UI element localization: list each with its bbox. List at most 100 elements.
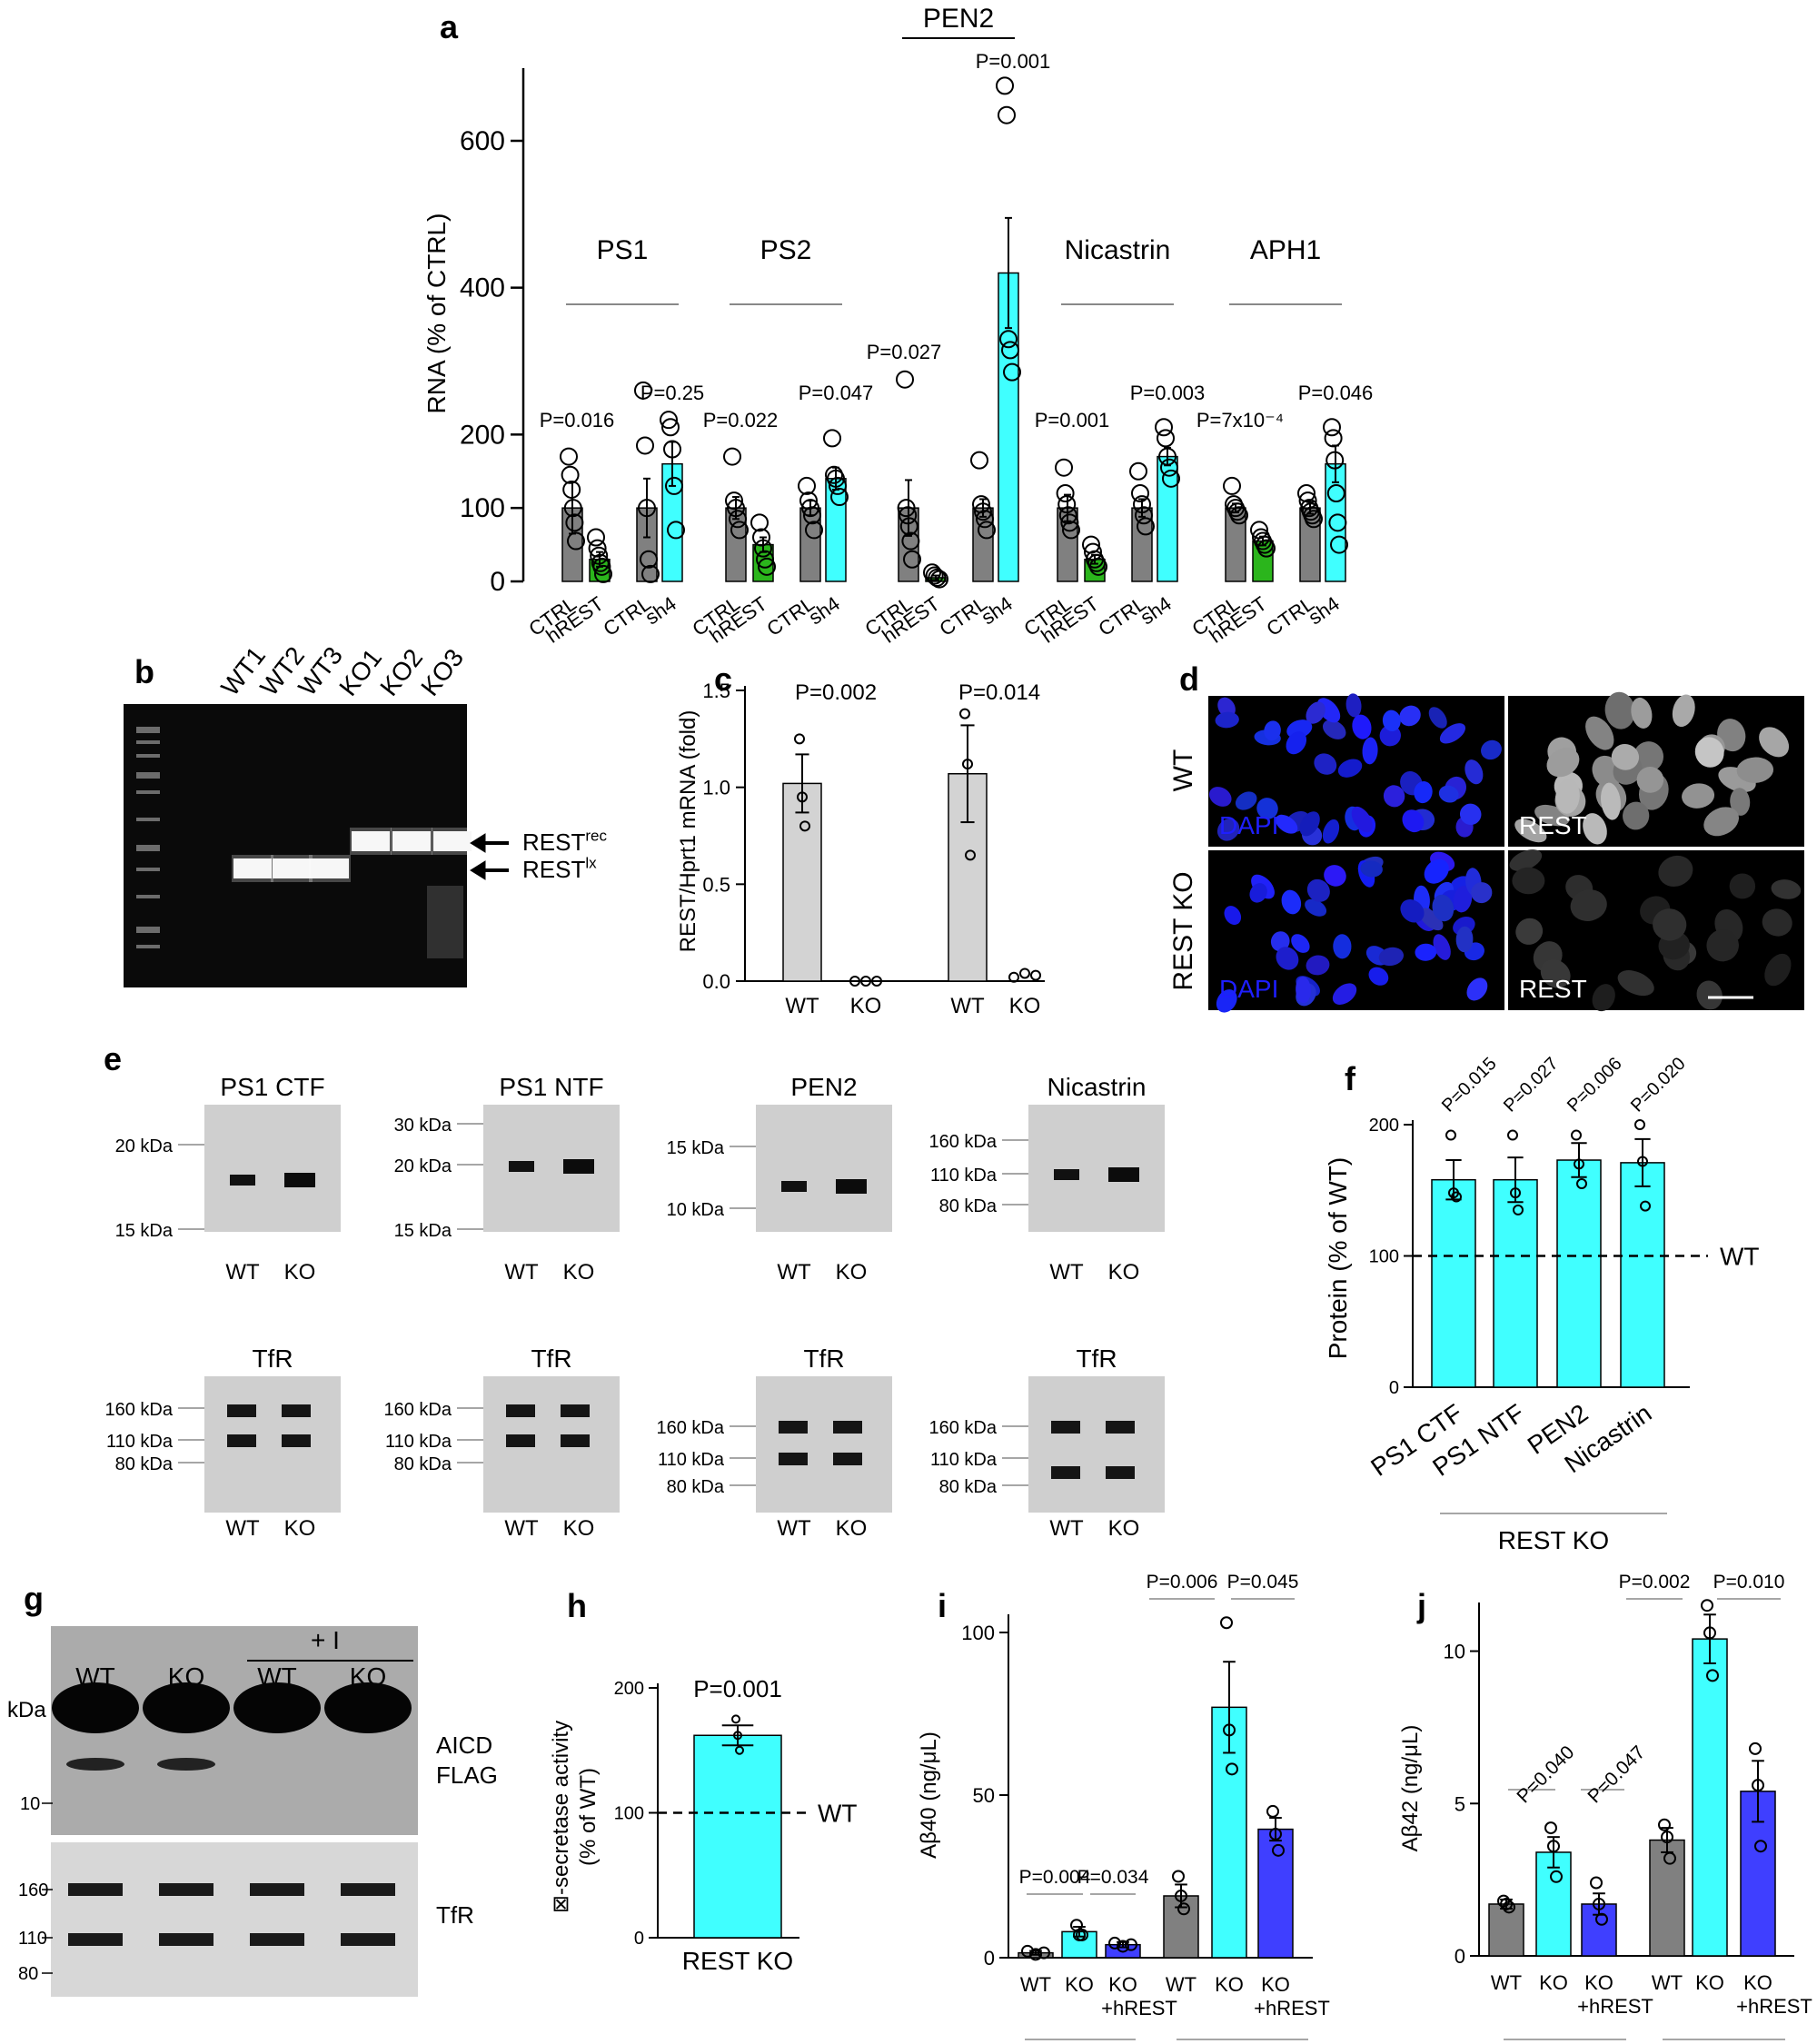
nucleus <box>1249 883 1267 903</box>
gel-band-glow <box>391 828 432 855</box>
data-point <box>663 440 681 459</box>
nucleus <box>1275 814 1298 834</box>
gel-lane-label: WT1 <box>215 641 271 701</box>
y-tick-label: 1.0 <box>702 777 730 799</box>
data-point <box>829 476 847 495</box>
nucleus <box>1432 894 1455 922</box>
p-value: P=0.034 <box>1077 1867 1149 1888</box>
p-value: P=0.047 <box>799 382 874 404</box>
ladder-band <box>136 790 160 794</box>
data-bar <box>1493 1178 1538 1388</box>
lane-label: KO <box>836 1516 868 1541</box>
gel-band <box>352 831 390 851</box>
blot-title: TfR <box>531 1344 571 1373</box>
data-point <box>1175 1889 1187 1902</box>
gel-band-glow <box>271 855 313 882</box>
data-point <box>1752 1779 1764 1792</box>
nucleus <box>1215 711 1239 729</box>
treatment-label: + I <box>311 1626 340 1654</box>
panel-label-h: h <box>567 1587 587 1624</box>
panel-label-a: a <box>440 8 459 45</box>
channel-label: REST <box>1519 975 1587 1003</box>
data-point <box>897 499 916 518</box>
panel-label-d: d <box>1179 660 1199 698</box>
blot-band <box>324 1682 412 1733</box>
kda-marker: 15 kDa <box>667 1138 725 1158</box>
kda-marker: 160 kDa <box>929 1418 998 1438</box>
y-tick-label: 400 <box>460 273 505 303</box>
cell <box>1703 807 1740 837</box>
data-point <box>959 708 970 719</box>
data-point <box>1129 461 1147 481</box>
blot-title: Nicastrin <box>1048 1073 1147 1101</box>
kda-marker: 160 kDa <box>105 1400 174 1420</box>
data-point <box>729 510 747 529</box>
gel-band-glow <box>432 828 473 855</box>
data-point <box>1257 539 1276 558</box>
x-category-label: sh4 <box>640 592 680 630</box>
cell <box>1583 813 1607 845</box>
data-point <box>925 566 944 585</box>
group-title: PEN2 <box>923 4 994 34</box>
reference-label: WT <box>818 1800 858 1828</box>
blot-band <box>506 1404 535 1417</box>
blot-band <box>233 1682 321 1733</box>
data-point <box>567 531 585 551</box>
data-point <box>978 521 996 540</box>
nucleus <box>1296 976 1311 1004</box>
blot-band <box>833 1453 862 1465</box>
blot-band <box>250 1933 304 1946</box>
blot-band <box>159 1883 213 1896</box>
p-value: P=0.25 <box>640 382 704 404</box>
data-point <box>1330 535 1348 554</box>
panel-e-blots: PS1 CTF 20 kDa 15 kDa WT KO PS1 NTF 30 kDa 20 k… <box>105 1073 1165 1541</box>
nucleus <box>1466 977 1488 1001</box>
data-point <box>1058 506 1077 525</box>
nucleus <box>1433 934 1451 960</box>
panel-label-i: i <box>938 1587 947 1624</box>
nucleus <box>1306 955 1330 976</box>
data-bar <box>1556 1159 1602 1388</box>
cell <box>1623 801 1650 830</box>
p-value: P=0.002 <box>1619 1572 1691 1593</box>
y-tick-label: 200 <box>1369 1116 1399 1136</box>
blot-band <box>779 1453 808 1465</box>
nucleus <box>1216 819 1240 841</box>
gel-band <box>433 831 472 851</box>
y-axis-label: (% of WT) <box>576 1768 601 1866</box>
data-point <box>725 491 743 511</box>
kda-marker: 110 kDa <box>385 1432 452 1452</box>
data-point <box>1089 557 1107 576</box>
data-point <box>723 447 741 466</box>
group-label: REST KO <box>1498 1526 1609 1554</box>
ladder-band <box>136 895 160 898</box>
nucleus <box>1270 931 1290 952</box>
data-point <box>1574 1158 1584 1170</box>
nucleus <box>1415 943 1437 961</box>
cell <box>1636 767 1664 793</box>
ladder-band <box>136 945 160 948</box>
lane-label: KO <box>563 1260 595 1285</box>
cell <box>1585 716 1614 750</box>
gel-band <box>311 858 349 878</box>
panel-h-chart: 0 100 200 ⊠-secretase activity (% of WT) P=0.… <box>549 1675 858 1975</box>
lane-label: KO <box>284 1516 316 1541</box>
data-point <box>1507 1129 1518 1141</box>
kda-marker: 160 kDa <box>384 1400 452 1420</box>
data-point <box>1001 341 1019 360</box>
gel-smear <box>427 886 463 958</box>
nucleus <box>1322 819 1340 844</box>
data-point <box>999 330 1018 349</box>
p-value: P=0.046 <box>1298 382 1374 404</box>
lane-label: KO <box>284 1260 316 1285</box>
nucleus <box>1360 860 1383 878</box>
data-point <box>752 528 770 547</box>
data-point <box>661 418 680 437</box>
cell <box>1736 757 1774 783</box>
data-point <box>592 557 611 576</box>
y-tick-label: 0 <box>490 567 505 597</box>
data-point <box>665 476 683 495</box>
blot-band <box>341 1933 395 1946</box>
